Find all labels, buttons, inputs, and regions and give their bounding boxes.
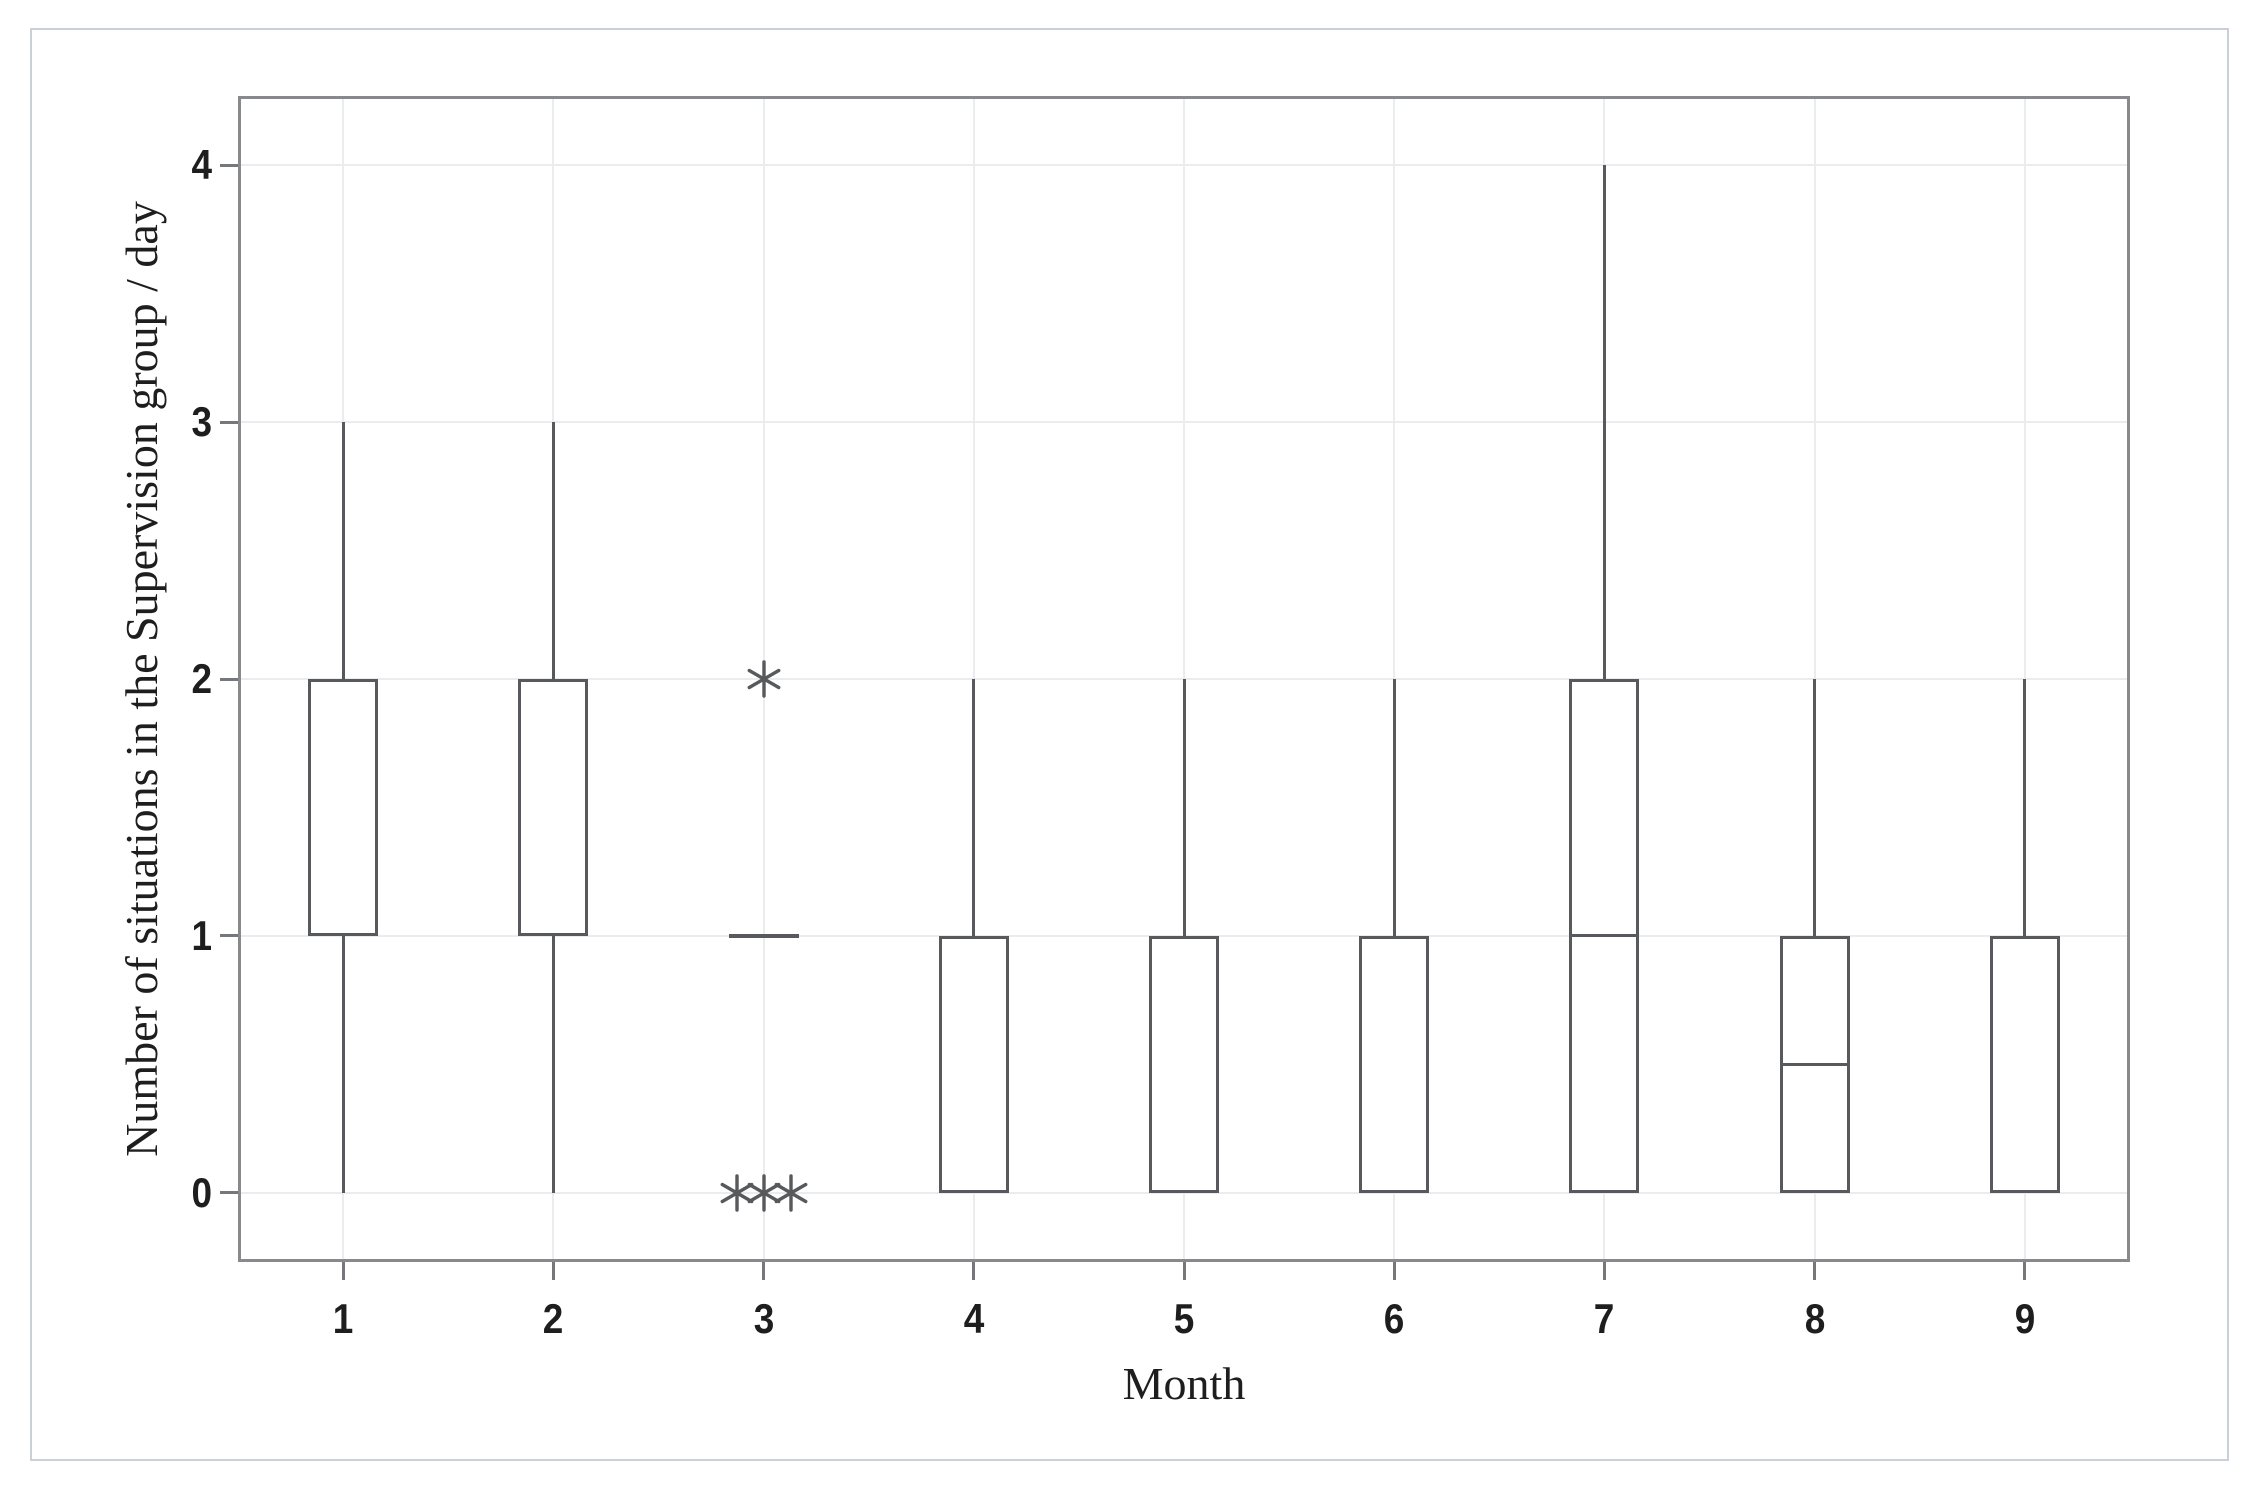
x-tick [551, 1262, 555, 1280]
boxplot-whisker-upper-month-8 [1813, 679, 1817, 936]
y-tick [220, 420, 238, 424]
boxplot-box-month-6 [1359, 935, 1430, 1193]
x-tick [2023, 1262, 2027, 1280]
boxplot-whisker-upper-month-5 [1182, 679, 1186, 936]
x-tick-label: 8 [1804, 1295, 1825, 1342]
x-tick-label: 6 [1383, 1295, 1405, 1342]
boxplot-collapsed-box-month-3 [728, 933, 799, 938]
y-tick [220, 1191, 238, 1195]
boxplot-box-month-1 [308, 679, 379, 936]
x-tick [762, 1262, 766, 1280]
outlier-marker-icon [771, 1173, 811, 1213]
boxplot-box-month-4 [938, 935, 1009, 1193]
boxplot-whisker-upper-month-6 [1392, 679, 1396, 936]
x-tick-label: 4 [963, 1295, 985, 1342]
y-tick [220, 163, 238, 167]
y-tick-label: 4 [191, 141, 212, 189]
x-tick-label: 7 [1594, 1295, 1615, 1342]
x-tick [972, 1262, 976, 1280]
boxplot-median-month-7 [1572, 934, 1637, 938]
x-tick-label: 1 [332, 1295, 354, 1342]
boxplot-whisker-upper-month-2 [551, 422, 555, 679]
y-tick [220, 934, 238, 938]
outlier-marker-icon [744, 1173, 784, 1213]
boxplot-whisker-lower-month-1 [341, 935, 345, 1193]
boxplot-box-month-5 [1149, 935, 1219, 1193]
x-tick [341, 1262, 345, 1280]
outlier-marker-icon [744, 659, 784, 699]
x-axis-title: Month [1122, 1358, 1246, 1409]
y-tick-label: 3 [191, 398, 212, 446]
x-tick [1182, 1262, 1186, 1280]
outlier-marker-icon [717, 1173, 757, 1213]
boxplot-whisker-upper-month-4 [972, 679, 976, 936]
boxplot-whisker-upper-month-7 [1602, 165, 1606, 679]
boxplot-box-month-9 [1989, 935, 2060, 1193]
y-axis-title: Number of situations in the Supervision … [116, 201, 167, 1157]
x-tick-label: 5 [1173, 1295, 1195, 1342]
boxplot-median-month-8 [1782, 1062, 1847, 1066]
x-tick [1602, 1262, 1606, 1280]
y-tick-label: 0 [191, 1168, 212, 1216]
x-tick [1392, 1262, 1396, 1280]
y-tick-label: 1 [191, 911, 212, 959]
boxplot-box-month-2 [518, 679, 589, 936]
boxplot-whisker-lower-month-2 [551, 935, 555, 1193]
x-tick-label: 9 [2014, 1295, 2036, 1342]
x-tick-label: 2 [543, 1295, 564, 1342]
plot-frame [238, 96, 2130, 1262]
x-tick [1813, 1262, 1817, 1280]
x-tick-label: 3 [753, 1295, 774, 1342]
boxplot-whisker-upper-month-1 [341, 422, 345, 679]
y-tick-label: 2 [191, 655, 212, 702]
boxplot-whisker-upper-month-9 [2023, 679, 2027, 936]
y-tick [220, 677, 238, 681]
